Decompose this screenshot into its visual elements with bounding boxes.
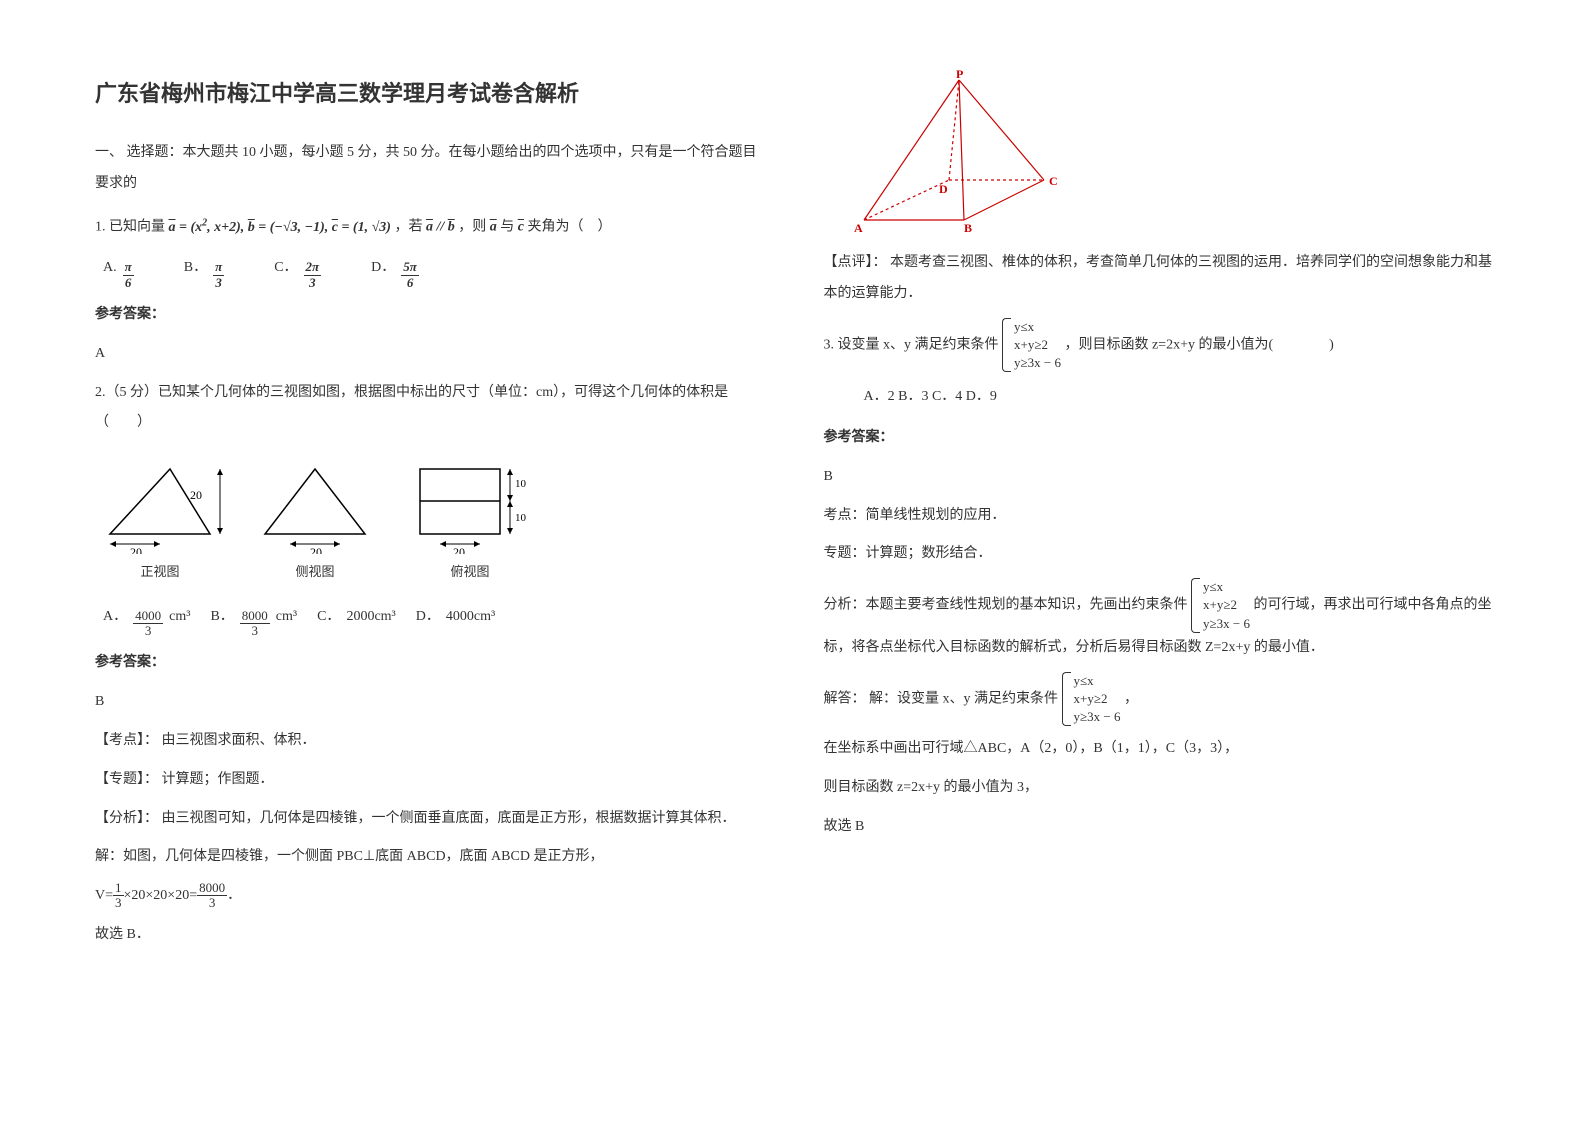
- q3-constraints-2: y≤x x+y≥2 y≥3x − 6: [1191, 578, 1250, 633]
- q1-choices: A. π6 B． π3 C． 2π3 D． 5π6: [103, 253, 764, 290]
- q1-choice-d: D． 5π6: [371, 253, 419, 290]
- q3-answer: B: [824, 462, 1493, 493]
- front-view: 20 20 正视图: [95, 454, 225, 587]
- q3-constraints-3: y≤x x+y≥2 y≥3x − 6: [1062, 672, 1121, 727]
- q2-stem: 2.（5 分）已知某个几何体的三视图如图，根据图中标出的尺寸（单位：cm），可得…: [95, 378, 764, 440]
- q2-fenxi: 【分析】： 由三视图可知，几何体是四棱锥，一个侧面垂直底面，底面是正方形，根据数…: [95, 804, 764, 835]
- q2-volume-formula: V=13×20×20×20=80003．: [95, 881, 764, 912]
- q1-angle: a 与 c: [490, 220, 524, 235]
- top-view: 20 10 10 俯视图: [405, 454, 535, 587]
- q1-cond: a // b: [426, 220, 455, 235]
- side-view-label: 侧视图: [295, 558, 334, 587]
- q1-stem: 1. 已知向量 a = (x2, x+2), b = (−√3, −1), c …: [95, 212, 764, 243]
- q2-zhuanti: 【专题】： 计算题；作图题．: [95, 765, 764, 796]
- q1-choice-a: A. π6: [103, 253, 134, 290]
- svg-text:20: 20: [130, 545, 142, 554]
- left-column: 广东省梅州市梅江中学高三数学理月考试卷含解析 一、 选择题：本大题共 10 小题…: [95, 70, 764, 1052]
- svg-text:A: A: [854, 221, 863, 235]
- three-views: 20 20 正视图 20 侧视图 20 10 10: [95, 454, 764, 587]
- q2-choice-a: A． 40003 cm³: [103, 602, 190, 639]
- svg-text:20: 20: [453, 545, 465, 554]
- q2-choice-c: C．2000cm³: [317, 602, 396, 633]
- q3-sol4: 故选 B: [824, 812, 1493, 843]
- svg-text:20: 20: [310, 545, 322, 554]
- q2-sol1: 解：如图，几何体是四棱锥，一个侧面 PBC⊥底面 ABCD，底面 ABCD 是正…: [95, 842, 764, 873]
- q2-answer: B: [95, 687, 764, 718]
- q1-vectors: a = (x2, x+2), b = (−√3, −1), c = (1, √3…: [169, 220, 391, 235]
- q1-answer: A: [95, 339, 764, 370]
- q3-sol1: 解答： 解：设变量 x、y 满足约束条件 y≤x x+y≥2 y≥3x − 6 …: [824, 672, 1493, 727]
- q2-choices: A． 40003 cm³ B． 80003 cm³ C．2000cm³ D．40…: [103, 602, 764, 639]
- front-view-label: 正视图: [140, 558, 179, 587]
- svg-text:20: 20: [190, 488, 202, 502]
- svg-text:B: B: [964, 221, 972, 235]
- q3-stem: 3. 设变量 x、y 满足约束条件 y≤x x+y≥2 y≥3x − 6 ，则目…: [824, 318, 1493, 373]
- right-column: P A B C D 【点评】： 本题考查三视图、椎体的体积，考查简单几何体的三视…: [824, 70, 1493, 1052]
- q2-choice-d: D．4000cm³: [416, 602, 495, 633]
- q2-sol3: 故选 B．: [95, 920, 764, 951]
- q1-answer-label: 参考答案：: [95, 300, 764, 331]
- q2-choice-b: B． 80003 cm³: [210, 602, 297, 639]
- q3-answer-label: 参考答案：: [824, 423, 1493, 454]
- q2-dianping: 【点评】： 本题考查三视图、椎体的体积，考查简单几何体的三视图的运用．培养同学们…: [824, 248, 1493, 310]
- q3-choices: A．2 B．3 C．4 D．9: [864, 382, 1493, 413]
- q1-choice-b: B． π3: [184, 253, 224, 290]
- q3-constraints: y≤x x+y≥2 y≥3x − 6: [1002, 318, 1061, 373]
- svg-text:C: C: [1049, 174, 1058, 188]
- q3-sol3: 则目标函数 z=2x+y 的最小值为 3，: [824, 773, 1493, 804]
- section-header: 一、 选择题：本大题共 10 小题，每小题 5 分，共 50 分。在每小题给出的…: [95, 138, 764, 200]
- top-view-svg: 20 10 10: [405, 454, 535, 554]
- q2-answer-label: 参考答案：: [95, 648, 764, 679]
- svg-text:P: P: [956, 70, 963, 81]
- question-1: 1. 已知向量 a = (x2, x+2), b = (−√3, −1), c …: [95, 212, 764, 290]
- svg-text:10: 10: [515, 512, 527, 524]
- q3-zhuanti: 专题：计算题；数形结合．: [824, 539, 1493, 570]
- q3-sol2: 在坐标系中画出可行域△ABC，A（2，0），B（1，1），C（3，3），: [824, 734, 1493, 765]
- q2-kaodian: 【考点】： 由三视图求面积、体积．: [95, 726, 764, 757]
- q3-fenxi: 分析：本题主要考查线性规划的基本知识，先画出约束条件 y≤x x+y≥2 y≥3…: [824, 578, 1493, 663]
- top-view-label: 俯视图: [450, 558, 489, 587]
- side-view-svg: 20: [255, 454, 375, 554]
- q1-choice-c: C． 2π3: [274, 253, 321, 290]
- pyramid-figure: P A B C D: [844, 70, 1104, 240]
- side-view: 20 侧视图: [255, 454, 375, 587]
- page-title: 广东省梅州市梅江中学高三数学理月考试卷含解析: [95, 70, 764, 118]
- svg-text:D: D: [939, 182, 948, 196]
- q3-kaodian: 考点：简单线性规划的应用．: [824, 501, 1493, 532]
- front-view-svg: 20 20: [95, 454, 225, 554]
- svg-text:10: 10: [515, 478, 527, 490]
